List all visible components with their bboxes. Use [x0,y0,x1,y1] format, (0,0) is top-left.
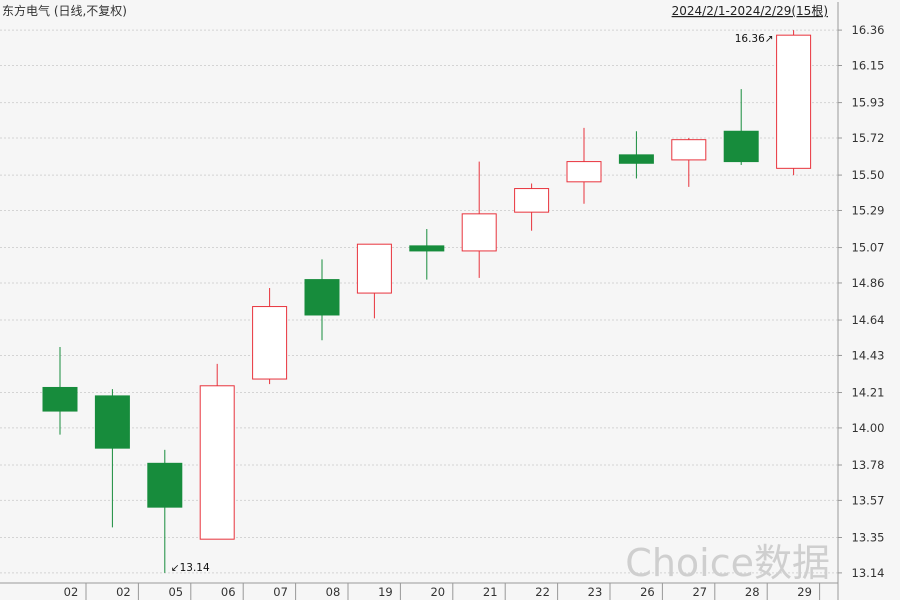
candle [199,363,235,540]
candle-body [776,34,812,169]
candles [42,30,812,573]
y-tick-label: 15.29 [852,203,885,217]
candle [461,161,497,278]
x-tick-label: 22 [535,585,550,599]
y-tick-label: 15.72 [852,131,885,145]
candle [42,347,78,435]
low-annotation: ↙13.14 [171,562,210,574]
x-tick-label: 05 [168,585,183,599]
candle [514,183,550,231]
candle [409,229,445,280]
candle-body [566,161,602,183]
watermark: Choice数据 [625,541,830,585]
y-tick-label: 13.14 [852,566,885,580]
y-tick-label: 15.07 [852,241,885,255]
x-tick-label: 29 [797,585,812,599]
candle-body [671,139,707,161]
grid [0,29,838,574]
x-tick-label: 08 [326,585,341,599]
date-range-label[interactable]: 2024/2/1-2024/2/29(15根) [672,4,828,18]
y-tick-label: 14.64 [852,313,885,327]
candle-body [514,188,550,213]
labels: 16.36 16.15 15.93 15.72 15.50 15.29 15.07 14.86… [64,23,885,599]
y-tick-label: 14.21 [852,386,885,400]
candle-body [461,213,497,252]
candle [147,449,183,573]
y-tick-label: 13.78 [852,458,885,472]
candle [252,288,288,385]
x-tick-label: 07 [273,585,288,599]
x-tick-label: 27 [692,585,707,599]
candle-body [147,462,183,508]
y-tick-label: 15.50 [852,168,885,182]
y-tick-label: 14.86 [852,276,885,290]
candle [566,127,602,204]
x-tick-label: 06 [221,585,236,599]
candle-body [723,130,759,163]
x-tick-label: 28 [745,585,760,599]
axes [0,2,842,600]
y-tick-label: 16.15 [852,59,885,73]
x-tick-label: 26 [640,585,655,599]
candle-body [199,385,235,540]
candle-body [409,245,445,252]
candle-body [252,306,288,380]
y-tick-label: 16.36 [852,23,885,37]
candle-body [304,279,340,316]
candle [618,131,654,179]
y-tick-label: 13.35 [852,530,885,544]
candle [776,30,812,176]
candle [723,89,759,165]
candle-body [42,386,78,412]
candle [356,243,392,319]
x-tick-label: 02 [116,585,131,599]
candle-body [94,395,130,449]
y-tick-label: 14.00 [852,421,885,435]
y-tick-label: 13.57 [852,493,885,507]
x-tick-label: 21 [483,585,498,599]
candle [304,259,340,341]
candle-body [356,243,392,294]
x-tick-label: 02 [64,585,79,599]
x-tick-label: 23 [588,585,603,599]
chart-title: 东方电气 (日线,不复权) [2,3,127,18]
y-tick-label: 15.93 [852,96,885,110]
x-tick-label: 19 [378,585,393,599]
high-annotation: 16.36↗ [735,33,774,45]
y-tick-label: 14.43 [852,348,885,362]
candle [671,137,707,187]
x-tick-label: 20 [430,585,445,599]
candle-body [618,154,654,164]
candle [94,389,130,528]
